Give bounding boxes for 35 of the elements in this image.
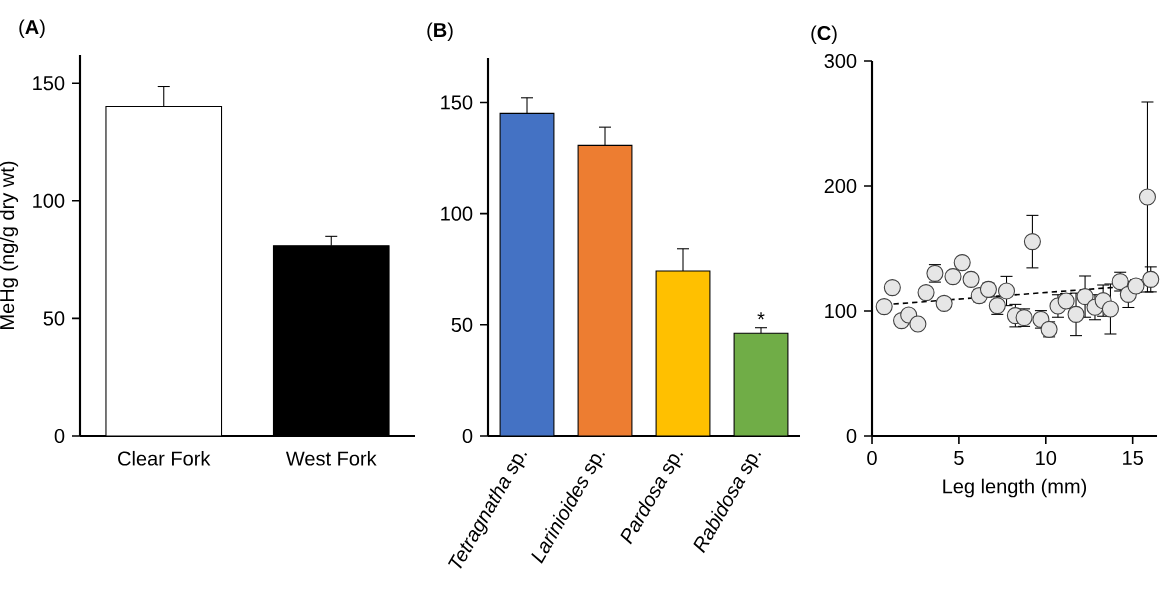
x-tick-label: 0 (867, 450, 877, 466)
point (875, 298, 893, 316)
x-tick-label: 15 (1123, 450, 1143, 465)
x-axis-title: Leg length (mm) (943, 478, 1087, 498)
point (1023, 233, 1041, 251)
y-tick-label: 0 (54, 428, 65, 444)
point (883, 279, 901, 297)
chart-title: (C) (811, 25, 837, 45)
annotation: * (757, 312, 765, 320)
x-tick-label: 10 (1036, 450, 1057, 466)
y-tick-label: 150 (33, 76, 65, 91)
chart-title: (B) (427, 22, 453, 42)
y-tick-label: 200 (824, 178, 857, 194)
y-tick-label: 0 (462, 428, 473, 444)
point (1067, 305, 1085, 323)
y-tick-label: 50 (43, 311, 65, 326)
y-tick-label: 150 (441, 95, 473, 110)
x-tick-label: 5 (954, 450, 964, 465)
y-tick-label: 0 (846, 428, 857, 444)
x-tick-label: Clear Fork (118, 450, 211, 466)
y-axis-title: MeHg (ng/g dry wt) (0, 161, 19, 329)
y-tick-label: 100 (33, 193, 65, 208)
point (935, 294, 953, 312)
y-tick-label: 50 (451, 317, 473, 332)
point (944, 268, 962, 286)
point (997, 282, 1016, 300)
point (917, 284, 935, 302)
y-tick-label: 100 (441, 206, 473, 221)
point (962, 270, 980, 288)
x-tick-label: West Fork (285, 450, 377, 466)
point (909, 315, 927, 333)
chart-title: (A) (19, 19, 45, 39)
y-tick-label: 100 (825, 303, 857, 319)
y-tick-label: 300 (824, 53, 857, 69)
point (953, 254, 971, 272)
